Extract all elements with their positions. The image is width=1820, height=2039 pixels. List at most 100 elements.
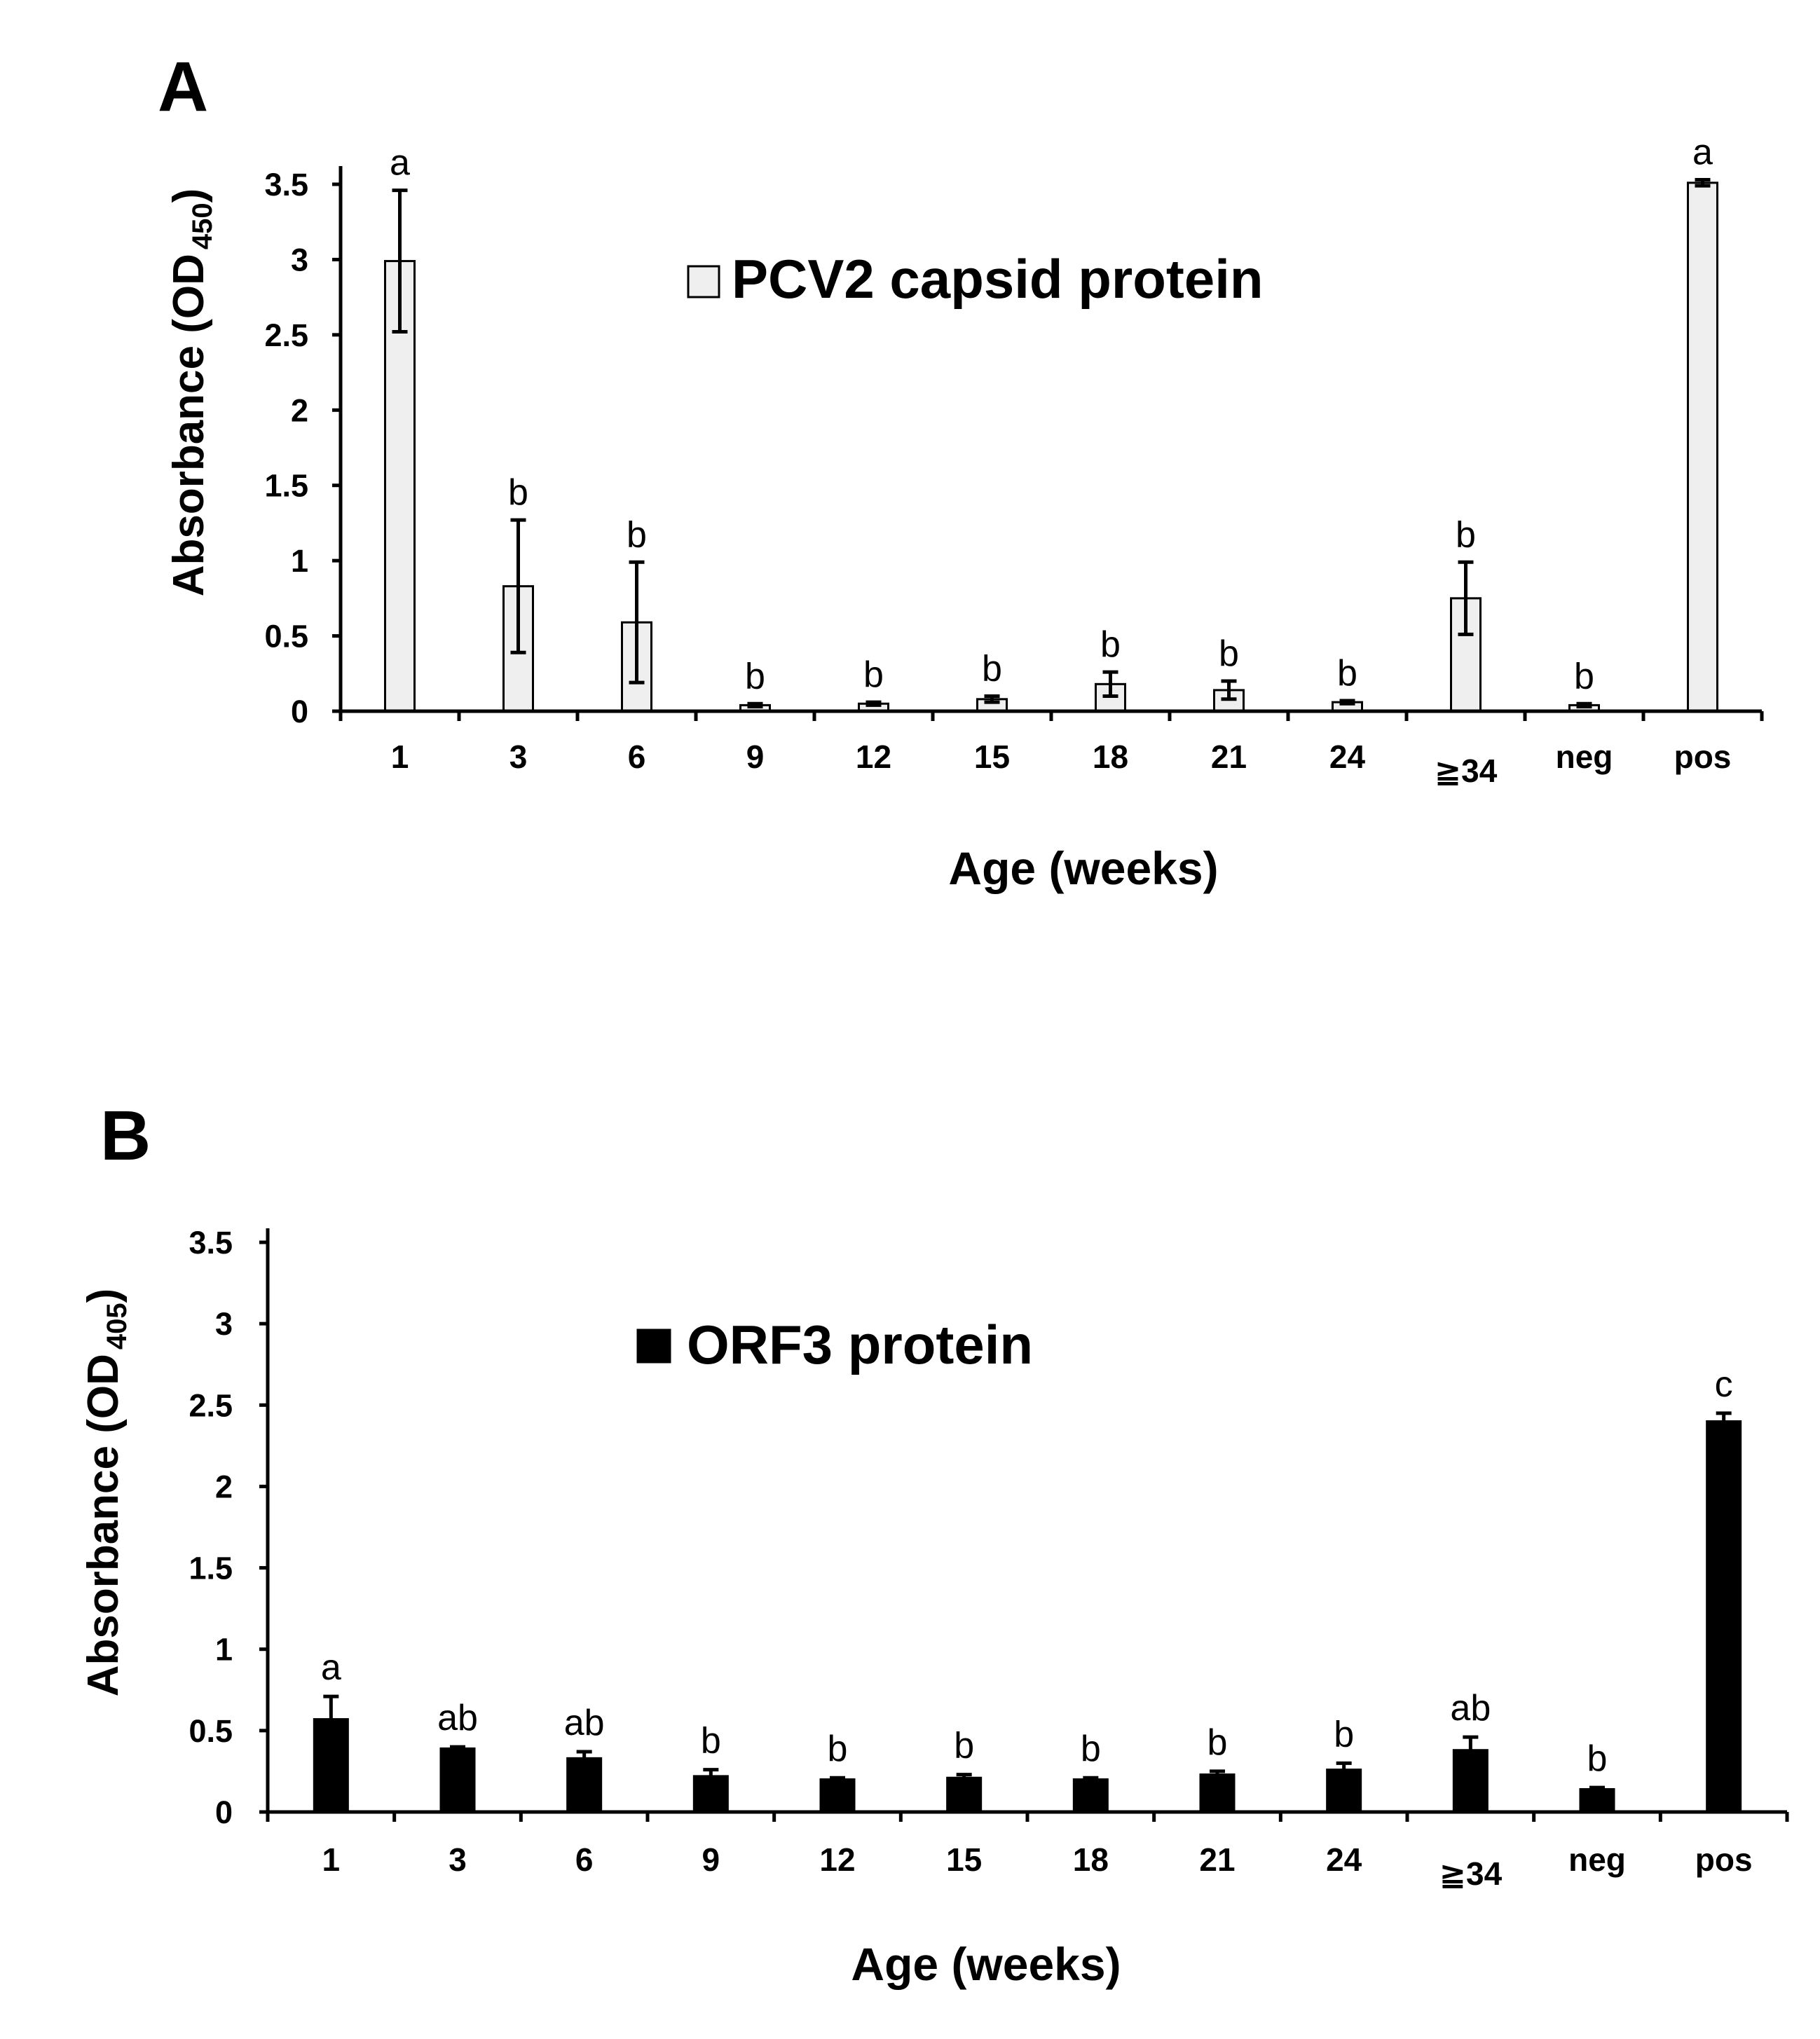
- panel-a-category-label: 9: [746, 739, 765, 775]
- panel-a-significance-label: b: [1456, 514, 1476, 555]
- panel-b-y-tick-label: 1: [215, 1632, 233, 1668]
- panel-b-category-labels: 1 3 6 9 12 15 18 21 24 ≧34 neg pos: [322, 1841, 1753, 1892]
- panel-b-significance-label: b: [701, 1721, 721, 1762]
- panel-a-category-label: 3: [509, 739, 528, 775]
- panel-b-category-label: 21: [1199, 1841, 1235, 1878]
- panel-b-bar: [566, 1757, 603, 1813]
- panel-b-significance-label: b: [1334, 1714, 1354, 1755]
- panel-a-legend-swatch: [687, 265, 720, 298]
- panel-a-y-tick-label: 2: [291, 392, 308, 428]
- panel-b-category-label: pos: [1695, 1841, 1753, 1878]
- panel-a-significance-label: b: [1100, 624, 1121, 665]
- panel-a-y-tick-label: 3: [291, 242, 308, 277]
- panel-b-bar: [1579, 1787, 1615, 1813]
- panel-b-significance-label: b: [954, 1726, 974, 1766]
- panel-b-bar: [439, 1747, 476, 1813]
- panel-b-x-axis-title: Age (weeks): [851, 1938, 1121, 1990]
- panel-a-y-axis-title: Absorbance (OD 450): [165, 188, 218, 597]
- panel-b-significance-label: b: [1207, 1722, 1228, 1763]
- panel-a-significance-label: a: [390, 143, 410, 184]
- panel-a-y-ticks: 0 0.5 1 1.5 2 2.5 3 3.5: [264, 167, 341, 729]
- panel-b-y-tick-label: 0: [215, 1794, 233, 1830]
- panel-b-category-label: 6: [575, 1841, 594, 1878]
- panel-b-chart: B Absorbance (OD405) 00.511.522.533.5 aa…: [79, 1097, 1789, 1990]
- panel-b-category-label: 9: [702, 1841, 720, 1878]
- panel-b-category-label: 24: [1326, 1841, 1362, 1878]
- panel-a-category-label: 1: [391, 739, 409, 775]
- panel-a-category-label: ≧34: [1435, 753, 1498, 789]
- panel-b-category-label: neg: [1568, 1841, 1626, 1878]
- panel-b-category-label: 3: [449, 1841, 467, 1878]
- panel-b-y-axis-title-close: ): [79, 1289, 128, 1303]
- panel-b-category-label: 1: [322, 1841, 341, 1878]
- panel-b-y-tick-label: 2: [215, 1469, 233, 1504]
- panel-a-y-axis-title-sub: 450: [187, 202, 218, 249]
- panel-b-category-label: ≧34: [1439, 1855, 1502, 1892]
- panel-a-significance-label: b: [1219, 633, 1239, 674]
- panel-b-significance-label: a: [321, 1647, 341, 1688]
- panel-a-bar: [1687, 181, 1718, 713]
- panel-a-x-axis-title: Age (weeks): [948, 842, 1218, 894]
- panel-b-y-axis-title-main: Absorbance (OD: [79, 1354, 128, 1696]
- panel-b-letter: B: [100, 1097, 151, 1175]
- panel-a-y-axis-title-main: Absorbance (OD: [165, 254, 213, 596]
- panel-a-category-label: 15: [974, 739, 1010, 775]
- panel-a-y-tick-label: 0: [291, 694, 308, 729]
- panel-b-significance-label: ab: [564, 1703, 605, 1743]
- panel-a-significance-label: b: [627, 514, 647, 555]
- panel-a-legend-label: PCV2 capsid protein: [732, 248, 1264, 310]
- panel-b-bar: [819, 1778, 856, 1813]
- panel-a-bar: [384, 260, 416, 713]
- panel-a-y-axis-title-close: ): [165, 188, 213, 203]
- panel-a-category-labels: 1 3 6 9 12 15 18 21 24 ≧34 neg pos: [391, 739, 1732, 789]
- panel-a-significance-label: b: [1574, 656, 1594, 696]
- panel-b-y-axis-title-sub: 405: [102, 1303, 132, 1350]
- panel-a-y-tick-label: 0.5: [264, 619, 308, 654]
- panel-b-significance-label: ab: [1450, 1688, 1491, 1729]
- panel-a-significance-label: b: [863, 654, 884, 695]
- panel-a-category-label: 6: [628, 739, 646, 775]
- panel-a-letter: A: [158, 48, 208, 126]
- panel-b-y-tick-label: 0.5: [189, 1713, 233, 1749]
- panel-b-significance-label: c: [1715, 1364, 1733, 1405]
- panel-b-y-axis-title: Absorbance (OD 405): [79, 1289, 132, 1697]
- panel-b-significance-label: b: [828, 1729, 848, 1769]
- panel-b-significance-label: ab: [437, 1698, 478, 1738]
- panel-b-y-tick-label: 3.5: [189, 1225, 233, 1261]
- panel-a-significance-label: b: [508, 472, 528, 513]
- panel-a-category-label: neg: [1556, 739, 1613, 775]
- panel-b-category-label: 12: [819, 1841, 855, 1878]
- panel-a-significance-label: b: [982, 649, 1002, 689]
- panel-b-bar: [1072, 1778, 1109, 1813]
- panel-b-category-label: 18: [1073, 1841, 1109, 1878]
- panel-a-category-label: 24: [1329, 739, 1366, 775]
- panel-b-legend-label: ORF3 protein: [687, 1314, 1033, 1375]
- panel-a-significance-label: b: [745, 656, 765, 696]
- panel-a-category-label: 12: [856, 739, 891, 775]
- panel-b-y-tick-label: 1.5: [189, 1551, 233, 1586]
- panel-b-bar: [1199, 1773, 1236, 1813]
- panel-a-significance-label: a: [1692, 132, 1713, 173]
- panel-b-error-bars: [323, 1411, 1732, 1793]
- panel-a-category-label: pos: [1674, 739, 1732, 775]
- panel-a-significance-labels: a b b b b b b b b b b a: [390, 132, 1713, 697]
- panel-a-error-bars: [392, 178, 1711, 709]
- panel-a-y-tick-label: 3.5: [264, 167, 308, 202]
- panel-a-y-tick-label: 1.5: [264, 468, 308, 504]
- panel-b-bar: [1706, 1420, 1742, 1813]
- panel-b-category-label: 15: [946, 1841, 982, 1878]
- panel-a-significance-label: b: [1337, 653, 1357, 694]
- panel-b-legend-swatch: [636, 1329, 671, 1364]
- panel-b-significance-labels: a ab ab b b b b b b ab b c: [321, 1364, 1733, 1779]
- panel-a-category-label: 21: [1211, 739, 1247, 775]
- panel-a-category-label: 18: [1093, 739, 1128, 775]
- panel-b-y-tick-label: 2.5: [189, 1387, 233, 1423]
- panel-b-significance-label: b: [1081, 1729, 1101, 1769]
- panel-a-chart: A Absorbance (OD 450) 0 0.5 1 1.5 2 2.5 3 3.5 a b…: [158, 48, 1764, 894]
- panel-b-significance-label: b: [1587, 1738, 1608, 1779]
- panel-a-y-tick-label: 2.5: [264, 317, 308, 353]
- panel-b-y-ticks: 0 0.5 1 1.5 2 2.5 3 3.5: [189, 1225, 268, 1830]
- panel-b-bars: [313, 1420, 1742, 1813]
- panel-b-y-tick-label: 3: [215, 1306, 233, 1342]
